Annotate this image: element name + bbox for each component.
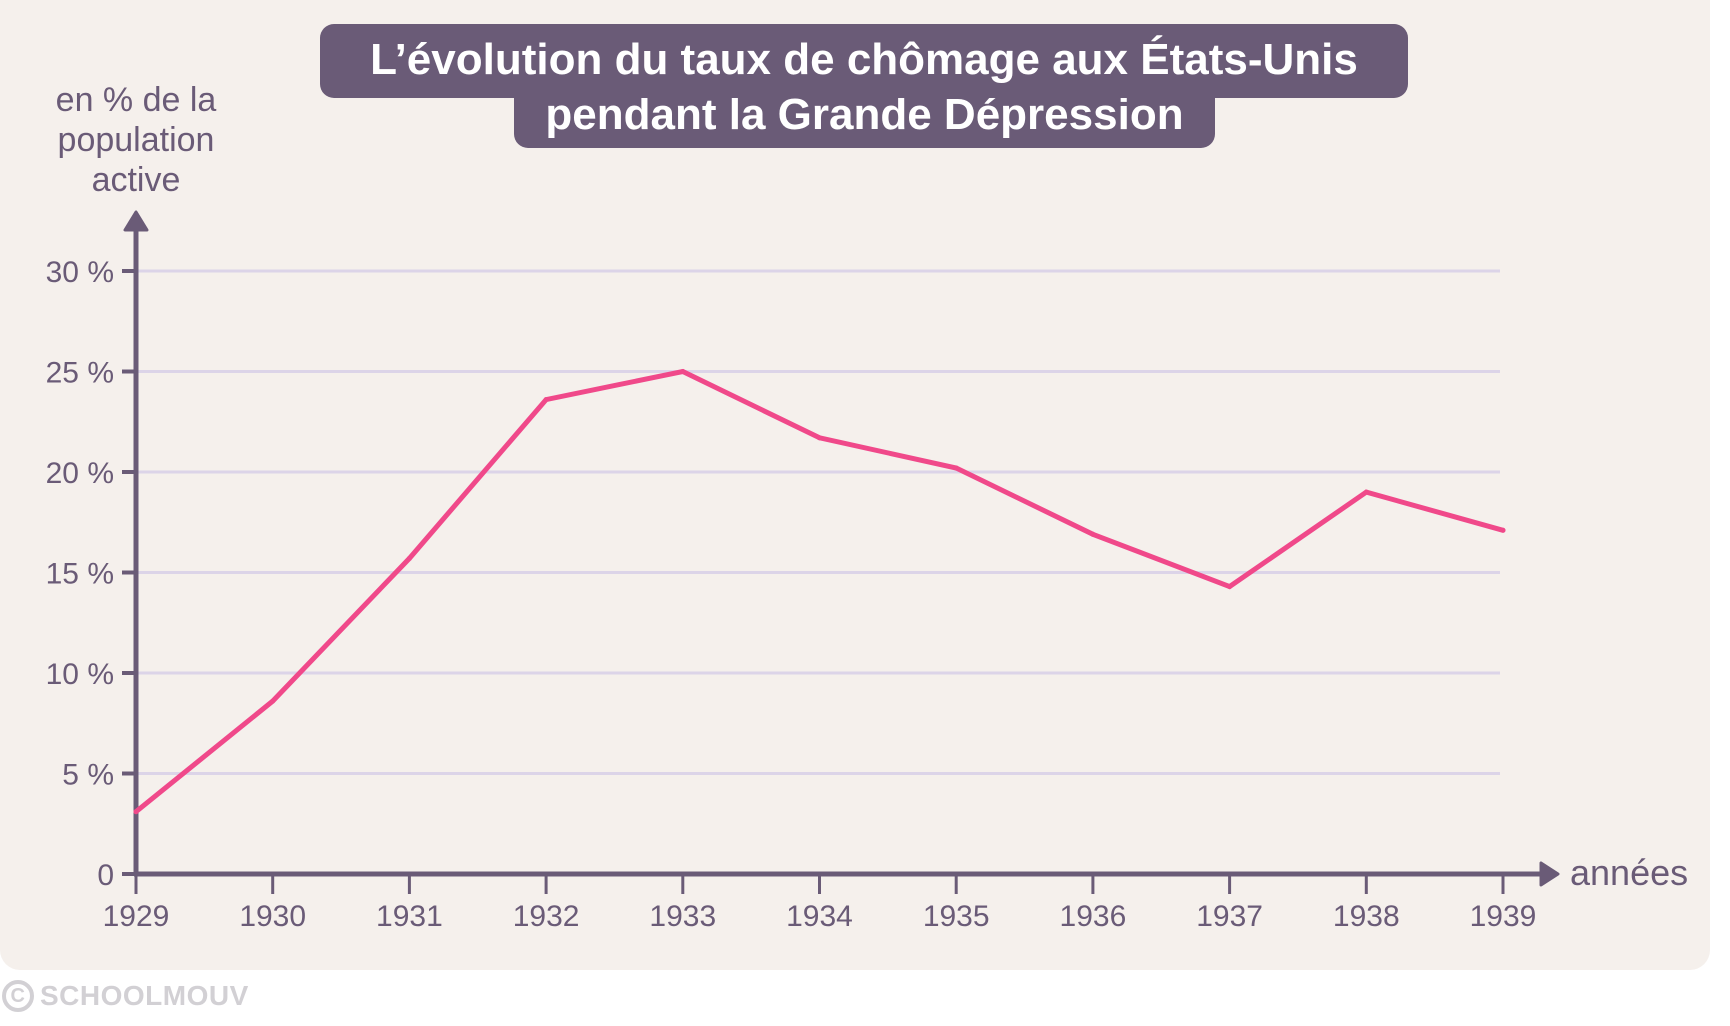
x-tick-label: 1931 <box>376 900 443 933</box>
watermark-text: SCHOOLMOUV <box>40 980 249 1011</box>
data-point <box>406 555 412 561</box>
copyright-icon: C <box>2 980 34 1012</box>
data-point <box>1500 527 1506 533</box>
x-tick-label: 1937 <box>1196 900 1263 933</box>
x-tick-label: 1936 <box>1060 900 1127 933</box>
watermark: C SCHOOLMOUV <box>2 976 249 1016</box>
y-axis-label-line-3: active <box>91 161 181 199</box>
x-tick-label: 1933 <box>649 900 716 933</box>
x-tick-label: 1932 <box>513 900 580 933</box>
y-axis-label-line-1: en % de la <box>55 81 217 119</box>
y-tick-label: 10 % <box>46 658 114 691</box>
x-axis-arrow-icon <box>1539 861 1560 887</box>
gridlines <box>136 269 1500 775</box>
data-point <box>1227 584 1233 590</box>
data-point <box>680 369 686 374</box>
y-axis-label: en % de la population active <box>16 80 256 200</box>
x-tick-label: 1930 <box>239 900 306 933</box>
data-point <box>1363 489 1369 495</box>
y-tick-label: 0 <box>97 859 114 892</box>
data-point <box>817 435 822 441</box>
y-axis-arrow-icon <box>123 210 149 232</box>
y-tick-label: 20 % <box>46 457 114 490</box>
y-tick-label: 5 % <box>62 759 114 792</box>
x-tick-label: 1934 <box>786 900 853 933</box>
y-tick-label: 30 % <box>46 256 114 289</box>
x-tick-label: 1939 <box>1470 900 1537 933</box>
y-tick-label: 25 % <box>46 357 114 390</box>
y-tick-label: 15 % <box>46 558 114 591</box>
x-tick-label: 1929 <box>103 900 170 933</box>
y-axis-ticks: 0 5 % 10 % 15 % 20 % 25 % 30 % <box>46 256 136 892</box>
x-tick-label: 1935 <box>923 900 990 933</box>
chart-title-line-2: pendant la Grande Dépression <box>514 92 1215 148</box>
chart-title-line-1: L’évolution du taux de chômage aux États… <box>320 24 1408 98</box>
data-point <box>270 698 276 704</box>
y-axis-label-line-2: population <box>57 121 215 159</box>
chart-panel <box>0 0 1710 970</box>
data-points <box>133 369 1506 815</box>
data-point <box>133 809 139 815</box>
data-point <box>1090 531 1096 537</box>
data-point <box>543 397 549 403</box>
data-point <box>953 465 959 471</box>
x-axis-ticks: 1929 1930 1931 1932 1933 1934 1935 1936 1937 1938… <box>103 874 1537 933</box>
x-axis-label: années <box>1570 852 1688 893</box>
x-tick-label: 1938 <box>1333 900 1400 933</box>
